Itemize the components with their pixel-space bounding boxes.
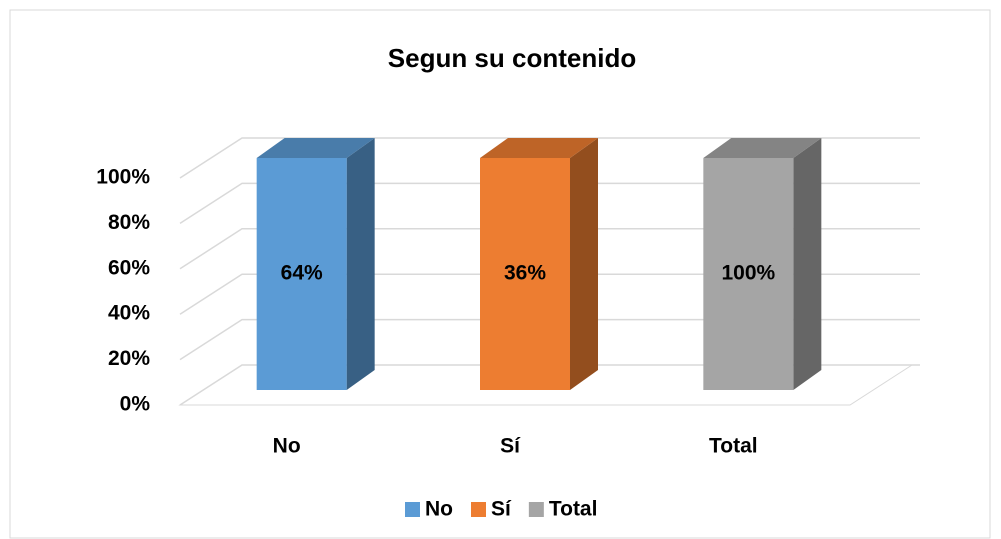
grid-line — [179, 273, 920, 315]
grid-line — [179, 182, 920, 225]
legend-label: Total — [549, 498, 598, 521]
grid-line — [179, 137, 920, 179]
bar-top — [480, 138, 598, 158]
bar — [480, 138, 598, 390]
grid-line — [179, 318, 920, 361]
bar — [256, 138, 375, 390]
y-tick-label: 60% — [108, 256, 150, 279]
legend-swatch — [528, 502, 544, 517]
y-tick-label: 100% — [96, 166, 150, 189]
bar-front — [256, 158, 347, 390]
chart-title: Segun su contenido — [388, 43, 636, 73]
bar-top — [703, 138, 822, 158]
x-tick-label: Total — [709, 435, 758, 458]
grid-line — [179, 364, 920, 406]
legend-swatch — [471, 502, 486, 517]
bar-front — [703, 158, 794, 390]
x-tick-label: Sí — [500, 435, 521, 458]
legend-label: No — [425, 498, 453, 521]
y-tick-label: 20% — [108, 347, 150, 370]
legend-label: Sí — [491, 498, 512, 521]
y-tick-label: 0% — [120, 393, 151, 416]
legend-swatch — [405, 502, 420, 517]
data-label: 64% — [281, 262, 323, 285]
bar-side — [793, 138, 822, 390]
bar-front — [480, 158, 570, 390]
y-tick-label: 40% — [108, 302, 150, 325]
bar — [703, 138, 822, 390]
data-label: 36% — [504, 262, 546, 285]
bar-side — [570, 138, 598, 390]
bar-top — [256, 138, 375, 158]
grid-line — [179, 228, 920, 270]
bar-side — [346, 138, 375, 390]
x-tick-label: No — [273, 435, 301, 458]
y-tick-label: 80% — [108, 211, 150, 234]
data-label: 100% — [721, 262, 775, 285]
